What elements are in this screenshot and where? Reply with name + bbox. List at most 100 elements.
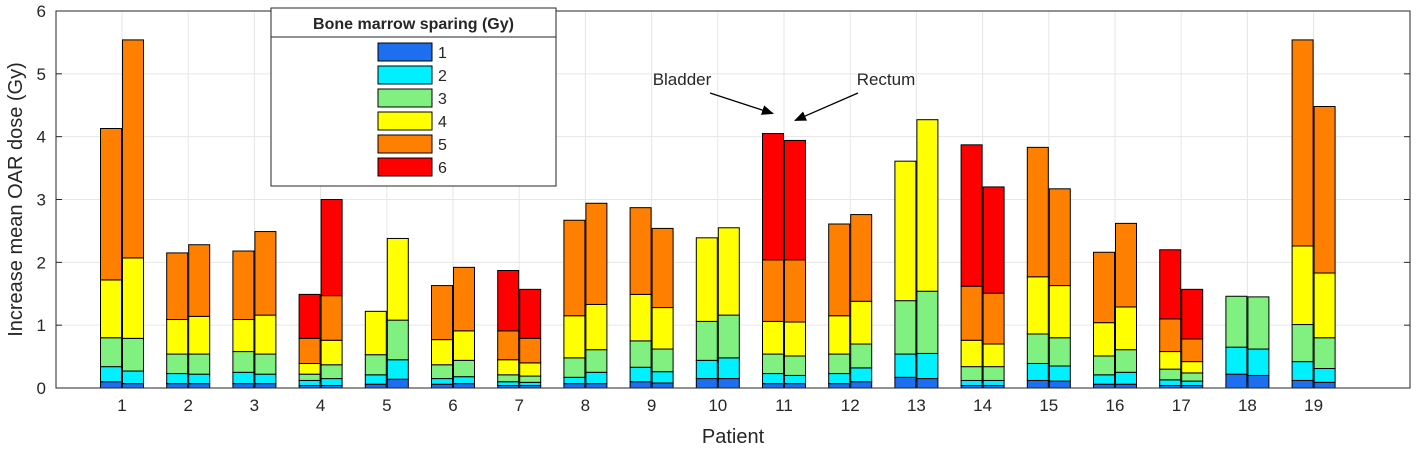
bar-segment-rectum-patient-2-level-5 [188,244,211,317]
bar-segment-bladder-patient-4-level-4 [298,362,321,375]
bar-segment-rectum-patient-16-level-2 [1115,371,1137,385]
bar-segment-rectum-patient-5-level-4 [386,237,409,321]
x-tick-label: 19 [1304,396,1323,415]
y-axis-label: Increase mean OAR dose (Gy) [5,62,27,337]
bar-segment-rectum-patient-19-level-3 [1313,337,1336,370]
bars [100,39,1336,389]
bar-segment-bladder-patient-2-level-2 [166,373,189,385]
bar-segment-rectum-patient-12-level-2 [850,367,873,383]
bar-segment-bladder-patient-15-level-2 [1026,362,1049,381]
bar-segment-rectum-patient-4-level-5 [320,295,343,341]
bar-segment-bladder-patient-11-level-3 [762,353,784,375]
bar-segment-bladder-patient-9-level-1 [629,381,652,389]
x-tick-label: 4 [316,396,325,415]
bar-segment-bladder-patient-10-level-3 [695,320,718,361]
bar-segment-rectum-patient-11-level-5 [784,259,806,323]
x-tick-label: 6 [448,396,457,415]
x-tick-label: 8 [581,396,590,415]
bar-segment-rectum-patient-14-level-3 [982,366,1005,381]
bar-segment-bladder-patient-1-level-5 [100,127,122,281]
bar-segment-rectum-patient-4-level-3 [320,364,343,380]
bar-segment-rectum-patient-7-level-5 [519,337,542,364]
bar-segment-bladder-patient-15-level-5 [1026,146,1049,278]
bar-segment-bladder-patient-19-level-4 [1291,245,1314,326]
bar-segment-rectum-patient-1-level-2 [122,370,144,385]
y-tick-label: 3 [37,191,46,210]
bar-segment-bladder-patient-16-level-2 [1093,374,1115,385]
bar-segment-rectum-patient-16-level-5 [1115,222,1137,308]
bar-segment-rectum-patient-11-level-4 [784,321,806,357]
bar-segment-rectum-patient-18-level-2 [1247,348,1270,376]
bar-segment-rectum-patient-11-level-2 [784,374,806,385]
bar-segment-rectum-patient-3-level-4 [254,314,277,355]
bar-segment-rectum-patient-11-level-1 [784,383,806,389]
bar-segment-bladder-patient-5-level-4 [364,310,387,356]
x-tick-label: 1 [117,396,126,415]
bar-segment-rectum-patient-12-level-1 [850,381,873,389]
bar-segment-rectum-patient-6-level-4 [453,330,475,361]
bar-segment-bladder-patient-15-level-4 [1026,276,1049,335]
y-tick-label: 4 [37,128,46,147]
annotation-arrow-bladder [709,92,774,115]
x-tick-label: 10 [708,396,727,415]
bar-segment-rectum-patient-16-level-4 [1115,306,1137,351]
bar-segment-rectum-patient-17-level-6 [1181,288,1204,340]
bar-segment-bladder-patient-5-level-2 [364,374,387,385]
bar-segment-bladder-patient-17-level-3 [1159,368,1182,381]
annotation-arrow-rectum [794,92,859,122]
bar-segment-bladder-patient-5-level-3 [364,354,387,376]
y-tick-label: 5 [37,65,46,84]
x-tick-label: 12 [841,396,860,415]
bar-segment-bladder-patient-5-level-1 [364,383,387,389]
bar-segment-bladder-patient-16-level-5 [1093,251,1115,324]
bar-segment-rectum-patient-4-level-6 [320,199,343,297]
x-tick-label: 17 [1172,396,1191,415]
bar-segment-rectum-patient-17-level-3 [1181,372,1204,382]
bar-segment-rectum-patient-14-level-4 [982,343,1005,368]
bar-segment-rectum-patient-1-level-5 [122,39,144,259]
y-tick-label: 0 [37,379,46,398]
bar-segment-rectum-patient-15-level-4 [1048,285,1071,339]
bar-segment-bladder-patient-16-level-4 [1093,322,1115,357]
bar-segment-rectum-patient-9-level-4 [651,307,674,350]
bar-segment-rectum-patient-6-level-1 [453,383,475,389]
bar-segment-bladder-patient-2-level-1 [166,383,189,389]
bar-segment-bladder-patient-12-level-2 [828,373,851,385]
bar-segment-rectum-patient-2-level-2 [188,373,211,385]
bar-segment-bladder-patient-6-level-3 [431,364,453,380]
x-tick-label: 14 [973,396,992,415]
bar-segment-bladder-patient-14-level-5 [960,285,983,341]
x-tick-label: 11 [775,396,793,415]
bar-segment-bladder-patient-7-level-6 [497,270,520,332]
bar-segment-bladder-patient-9-level-5 [629,207,652,295]
bar-segment-rectum-patient-3-level-5 [254,231,277,316]
legend-swatch-1 [377,42,433,62]
legend-label-5: 5 [438,137,447,154]
x-tick-label: 13 [907,396,926,415]
bar-segment-bladder-patient-17-level-2 [1159,379,1182,386]
annotation-label-rectum: Rectum [857,70,916,89]
bar-segment-bladder-patient-15-level-3 [1026,333,1049,364]
bar-segment-rectum-patient-15-level-1 [1048,380,1071,389]
bar-segment-rectum-patient-9-level-2 [651,371,674,384]
bar-segment-rectum-patient-15-level-3 [1048,337,1071,367]
bar-segment-rectum-patient-7-level-4 [519,362,542,377]
bar-segment-bladder-patient-11-level-5 [762,259,784,322]
bar-segment-bladder-patient-17-level-6 [1159,249,1182,320]
annotations: Bladder Rectum [653,70,916,122]
bar-segment-bladder-patient-17-level-5 [1159,318,1182,353]
x-axis-label: Patient [702,426,765,448]
legend-label-4: 4 [438,114,447,131]
bar-segment-rectum-patient-1-level-4 [122,257,144,339]
bar-segment-bladder-patient-3-level-5 [232,250,255,321]
legend-label-1: 1 [438,45,447,62]
bar-segment-rectum-patient-19-level-1 [1313,381,1336,389]
bar-segment-bladder-patient-2-level-5 [166,252,189,321]
bar-segment-bladder-patient-12-level-5 [828,223,851,317]
bar-segment-rectum-patient-14-level-2 [982,379,1005,386]
legend: Bone marrow sparing (Gy) 1 2 3 4 5 6 [270,7,557,187]
bar-segment-bladder-patient-11-level-6 [762,133,784,261]
x-tick-label: 9 [647,396,656,415]
bar-segment-rectum-patient-13-level-4 [916,119,939,292]
